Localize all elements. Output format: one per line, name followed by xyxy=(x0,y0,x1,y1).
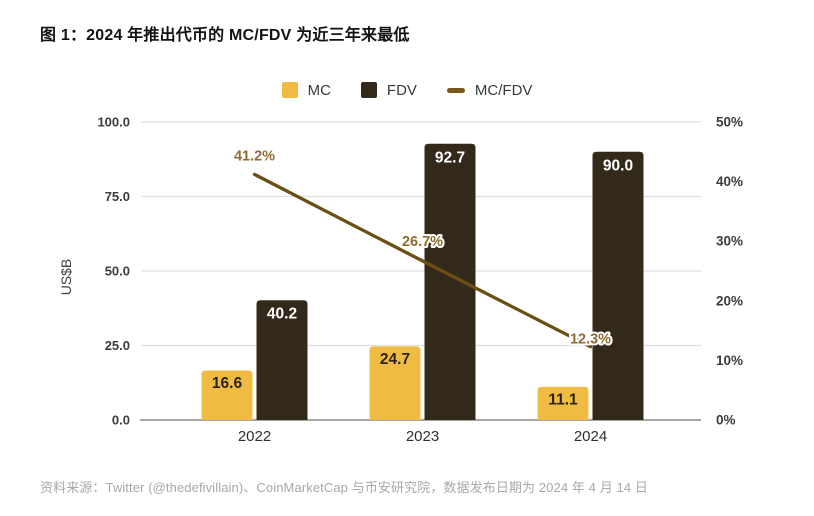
line-point-label-2024: 12.3% xyxy=(570,332,611,348)
legend-label-mc-fdv: MC/FDV xyxy=(474,81,533,99)
x-axis-label-2024: 2024 xyxy=(574,428,607,445)
mc-fdv-ratio-line xyxy=(252,172,593,349)
line-point-label-2023: 26.7% xyxy=(402,234,443,250)
y-axis-title: US$B xyxy=(58,259,74,296)
right-axis-tick-label: 40% xyxy=(716,174,743,189)
mc-bar-2022 xyxy=(201,370,253,420)
y-axis-tick-label: 50.0 xyxy=(105,264,130,279)
legend-swatch-fdv xyxy=(360,82,377,98)
line-point-label-2022: 41.2% xyxy=(234,148,275,164)
mc-bar-2024 xyxy=(537,386,589,420)
right-axis-tick-label: 0% xyxy=(716,413,736,428)
right-axis-tick-label: 20% xyxy=(716,293,743,308)
fdv-value-label-2024: 90.0 xyxy=(603,157,633,174)
fdv-bar-2022 xyxy=(256,300,308,420)
y-axis-tick-label: 0.0 xyxy=(112,413,130,428)
figure-title: 图 1：2024 年推出代币的 MC/FDV 为近三年来最低 xyxy=(40,27,410,44)
source-note: 资料来源：Twitter (@thedefivillain)、CoinMarke… xyxy=(40,480,649,495)
mc-value-label-2022: 16.6 xyxy=(212,375,243,392)
fdv-value-label-2023: 92.7 xyxy=(435,149,465,166)
y-axis-tick-label: 75.0 xyxy=(105,189,130,204)
x-axis-label-2023: 2023 xyxy=(406,428,439,445)
legend-label-mc: MC xyxy=(307,81,331,99)
fdv-bar-2024 xyxy=(592,151,644,421)
legend-label-fdv: FDV xyxy=(386,81,417,99)
legend-item-fdv: FDV xyxy=(360,81,417,99)
right-axis-tick-label: 50% xyxy=(716,115,743,130)
y-axis-tick-label: 100.0 xyxy=(97,115,130,130)
legend-swatch-mc-fdv xyxy=(446,87,465,93)
mc-value-label-2023: 24.7 xyxy=(380,351,410,368)
fdv-bar-2023 xyxy=(424,143,476,420)
legend-swatch-mc xyxy=(281,82,298,98)
right-axis-tick-label: 10% xyxy=(716,353,743,368)
mc-value-label-2024: 11.1 xyxy=(548,391,578,408)
y-axis-tick-label: 25.0 xyxy=(105,338,130,353)
legend-item-mc-fdv: MC/FDV xyxy=(446,81,533,99)
mc-bar-2023 xyxy=(369,346,421,420)
right-axis-tick-label: 30% xyxy=(716,234,743,249)
legend-item-mc: MC xyxy=(281,81,331,99)
x-axis-label-2022: 2022 xyxy=(238,428,271,445)
chart-legend: MC FDV MC/FDV xyxy=(0,80,814,100)
fdv-value-label-2022: 40.2 xyxy=(267,306,297,323)
